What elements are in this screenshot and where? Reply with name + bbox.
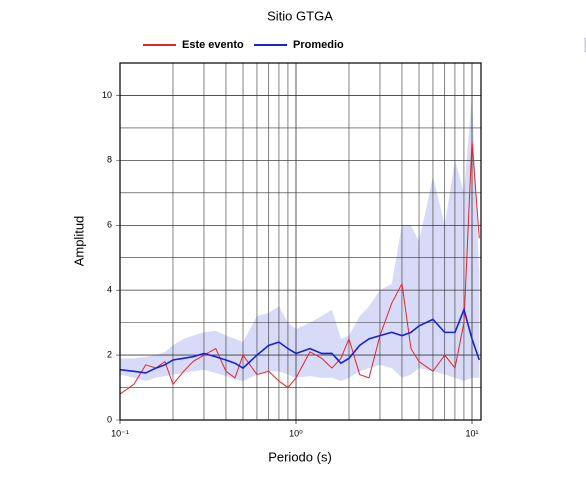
x-axis-label: Periodo (s) bbox=[268, 449, 332, 464]
legend-label: Promedio bbox=[293, 39, 344, 51]
y-axis-label: Amplitud bbox=[71, 216, 86, 267]
std-band bbox=[120, 95, 480, 382]
y-tick-label: 0 bbox=[107, 414, 112, 424]
x-tick-label: 10⁰ bbox=[289, 428, 303, 438]
y-tick-label: 8 bbox=[107, 155, 112, 165]
y-tick-label: 2 bbox=[107, 349, 112, 359]
y-tick-label: 4 bbox=[107, 285, 112, 295]
x-tick-label: 10⁻¹ bbox=[111, 428, 129, 438]
y-tick-label: 6 bbox=[107, 220, 112, 230]
y-tick-label: 10 bbox=[102, 90, 112, 100]
plot-frame bbox=[119, 62, 482, 421]
series-line bbox=[119, 140, 480, 395]
chart-title: Sitio GTGA bbox=[267, 8, 333, 23]
series-line bbox=[119, 307, 481, 374]
legend-label: Este evento bbox=[182, 39, 244, 51]
x-tick-label: 10¹ bbox=[465, 428, 478, 438]
